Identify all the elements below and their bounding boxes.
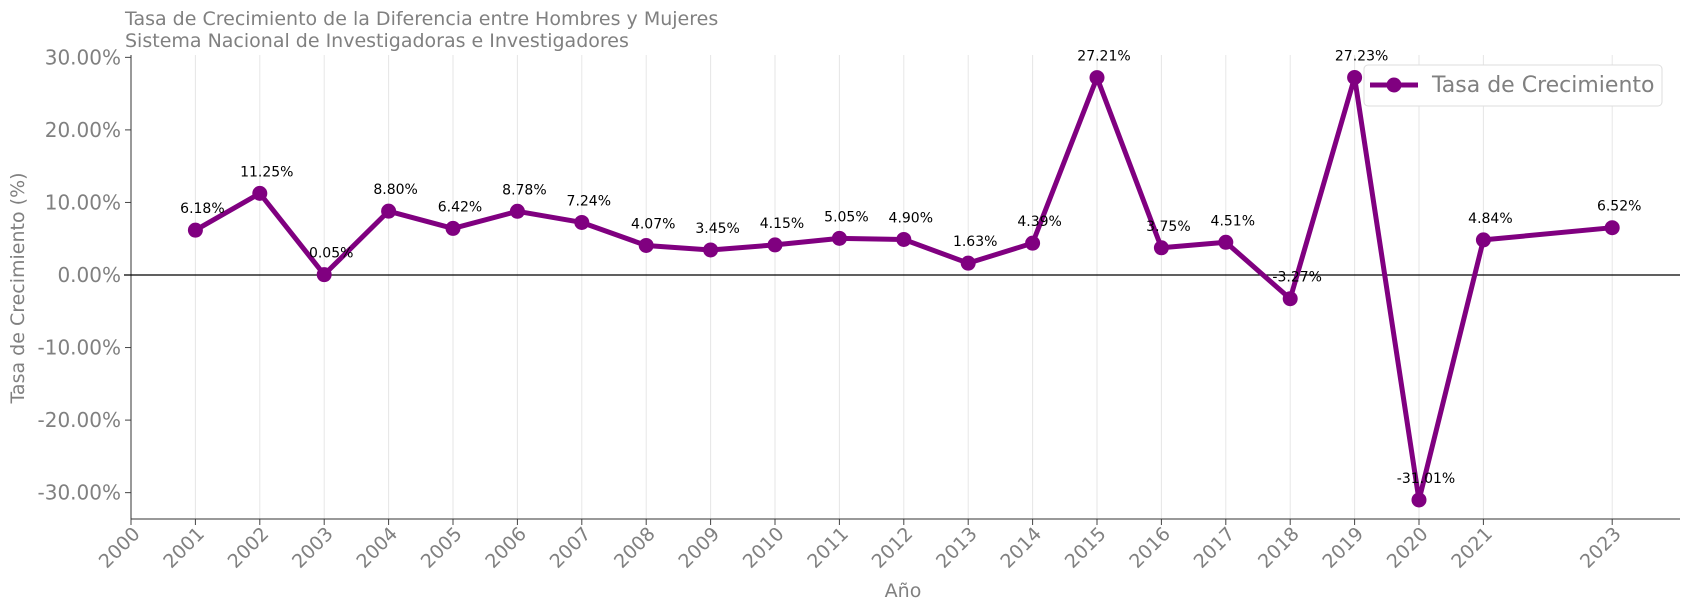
data-label: 4.07% (631, 216, 675, 232)
x-tick-label: 2015 (1061, 523, 1111, 573)
data-label: 3.75% (1146, 219, 1190, 235)
data-point (638, 237, 654, 253)
y-tick-label: -10.00% (38, 336, 121, 360)
y-tick-label: 10.00% (45, 190, 121, 214)
x-tick-label: 2001 (159, 523, 209, 573)
data-point (381, 203, 397, 219)
data-label: 5.05% (824, 209, 868, 225)
y-tick-label: 0.00% (57, 263, 121, 287)
y-tick-label: -30.00% (38, 481, 121, 505)
data-point (703, 242, 719, 258)
data-label: 11.25% (240, 164, 293, 180)
series-line (192, 74, 1615, 503)
data-point (1218, 234, 1234, 250)
y-tick-label: 20.00% (45, 118, 121, 142)
x-tick-label: 2002 (224, 523, 274, 573)
data-point (896, 231, 912, 247)
legend-box (1363, 64, 1663, 107)
x-tick-label: 2012 (868, 523, 918, 573)
data-point (1153, 240, 1169, 256)
data-label: 6.18% (180, 201, 224, 217)
data-label: 6.42% (438, 199, 482, 215)
data-point (1411, 492, 1427, 508)
x-tick-label: 2023 (1576, 523, 1626, 573)
grid-layer (130, 55, 1613, 519)
series-layer (187, 69, 1620, 508)
x-tick-label: 2017 (1190, 523, 1240, 573)
data-label: 8.80% (373, 182, 417, 198)
x-tick-label: 2020 (1383, 523, 1433, 573)
x-tick-label: 2005 (417, 523, 467, 573)
data-point (509, 203, 525, 219)
legend-label: Tasa de Crecimiento (1431, 73, 1654, 98)
data-label: 7.24% (567, 193, 611, 209)
data-point (1604, 220, 1620, 236)
data-label: 27.23% (1335, 48, 1388, 64)
chart-title: Tasa de Crecimiento de la Diferencia ent… (124, 8, 718, 30)
data-point (252, 185, 268, 201)
labels-layer: 6.18% 11.25% 0.05% 8.80% 6.42% 8.78% 7.24% 4.07… (180, 48, 1641, 487)
x-tick-label: 2008 (610, 523, 660, 573)
legend: Tasa de Crecimiento (1363, 64, 1663, 107)
x-tick-label: 2003 (288, 523, 338, 573)
data-point (960, 255, 976, 271)
x-tick-label: 2021 (1447, 523, 1497, 573)
data-point (574, 214, 590, 230)
y-tick-label: -20.00% (38, 408, 121, 432)
data-point (316, 267, 332, 283)
data-point (1025, 235, 1041, 251)
data-point (1475, 232, 1491, 248)
x-tick-label: 2000 (95, 523, 145, 573)
data-point (767, 237, 783, 253)
axes-layer: 2000 2001 2002 2003 2004 2005 2006 2007 2008 2009… (38, 45, 1680, 573)
chart-subtitle: Sistema Nacional de Investigadoras e Inv… (125, 30, 629, 52)
data-point (1282, 291, 1298, 307)
data-label: 4.84% (1468, 211, 1512, 227)
x-tick-label: 2004 (352, 523, 402, 573)
data-label: -31.01% (1397, 471, 1455, 487)
x-tick-label: 2013 (932, 523, 982, 573)
x-tick-label: 2011 (803, 523, 853, 573)
y-axis-label: Tasa de Crecimiento (%) (7, 172, 29, 404)
data-label: 4.15% (760, 216, 804, 232)
data-label: 4.90% (889, 210, 933, 226)
x-tick-label: 2010 (739, 523, 789, 573)
data-label: 27.21% (1077, 49, 1130, 65)
data-point (1347, 69, 1363, 85)
x-tick-label: 2006 (481, 523, 531, 573)
x-tick-label: 2014 (996, 523, 1046, 573)
data-point (831, 230, 847, 246)
legend-marker (1386, 77, 1402, 93)
data-label: 4.39% (1017, 214, 1061, 230)
x-tick-label: 2018 (1254, 523, 1304, 573)
data-point (1089, 70, 1105, 86)
data-point (445, 220, 461, 236)
data-label: 0.05% (309, 246, 353, 262)
x-tick-label: 2007 (546, 523, 596, 573)
data-label: -3.27% (1272, 270, 1322, 286)
data-label: 8.78% (502, 182, 546, 198)
x-tick-label: 2016 (1125, 523, 1175, 573)
x-axis-label: Año (885, 580, 922, 602)
data-label: 4.51% (1211, 213, 1255, 229)
x-tick-label: 2009 (674, 523, 724, 573)
x-tick-label: 2019 (1318, 523, 1368, 573)
y-tick-label: 30.00% (45, 45, 121, 69)
data-label: 6.52% (1597, 199, 1641, 215)
data-label: 3.45% (695, 221, 739, 237)
data-point (187, 222, 203, 238)
data-label: 1.63% (953, 234, 997, 250)
